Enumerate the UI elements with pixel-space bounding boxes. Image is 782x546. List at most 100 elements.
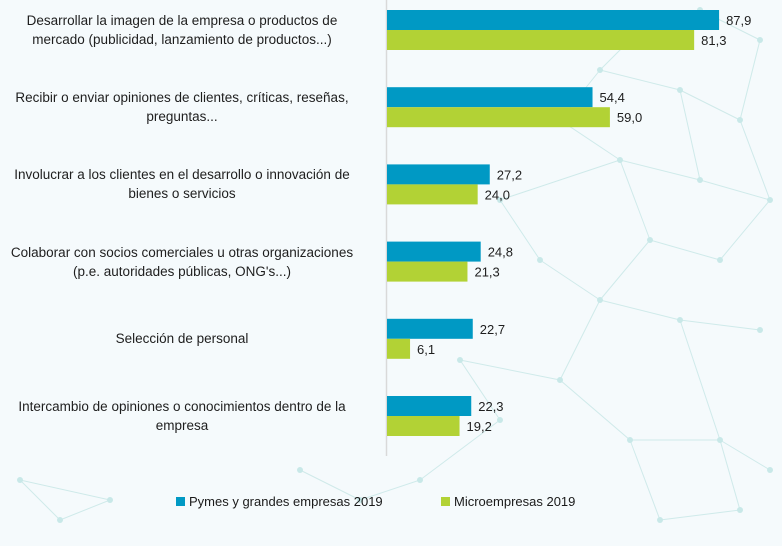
background-line (19, 479, 111, 501)
background-line (539, 259, 601, 301)
bar-pymes (387, 318, 473, 339)
bar-pymes (387, 241, 481, 262)
background-line (599, 69, 681, 91)
background-line (59, 499, 111, 521)
background-node (17, 477, 23, 483)
legend-swatch-pymes (176, 497, 185, 506)
background-node (677, 317, 683, 323)
background-node (757, 37, 763, 43)
background-line (679, 319, 721, 441)
background-line (649, 239, 721, 261)
category-label-line: Selección de personal (115, 331, 249, 347)
category-label-line: Intercambio de opiniones o conocimientos… (18, 399, 346, 414)
category-label-line: Colaborar con socios comerciales u otras… (10, 244, 354, 260)
background-line (599, 299, 681, 321)
category-label-line: mercado (publicidad, lanzamiento de prod… (32, 32, 332, 47)
background-line (459, 359, 501, 421)
background-line (299, 469, 361, 501)
background-node (497, 417, 503, 423)
background-node (697, 177, 703, 183)
category-label-line: Recibir o enviar opiniones de clientes, … (15, 90, 349, 106)
background-node (297, 467, 303, 473)
bar-microempresas (387, 261, 468, 282)
category-label-line: Involucrar a los clientes en el desarrol… (14, 167, 350, 183)
legend-item-micro: Microempresas 2019 (441, 494, 575, 509)
category-label: Involucrar a los clientes en el desarrol… (0, 165, 372, 203)
bar-microempresas (387, 338, 411, 359)
background-line (679, 89, 701, 181)
data-label-microempresas: 6,1 (417, 342, 435, 357)
bar-pymes (387, 87, 593, 108)
data-label-microempresas: 19,2 (467, 419, 492, 434)
data-label-pymes: 24,8 (488, 245, 513, 260)
category-label: Desarrollar la imagen de la empresa o pr… (0, 11, 372, 49)
background-node (57, 517, 63, 523)
background-line (679, 319, 761, 331)
background-node (767, 197, 773, 203)
background-line (619, 159, 701, 181)
bar-microempresas (387, 416, 460, 436)
legend: Pymes y grandes empresas 2019 Microempre… (0, 494, 782, 514)
background-node (557, 377, 563, 383)
legend-item-pymes: Pymes y grandes empresas 2019 (176, 494, 383, 509)
background-node (657, 517, 663, 523)
bar-pymes (387, 10, 720, 30)
data-label-pymes: 22,3 (478, 399, 503, 414)
background-line (499, 199, 541, 261)
category-label: Selección de personal (0, 329, 372, 348)
background-node (537, 257, 543, 263)
background-node (617, 157, 623, 163)
bar-microempresas (387, 184, 478, 205)
background-node (597, 67, 603, 73)
data-label-pymes: 27,2 (497, 167, 522, 182)
background-node (597, 297, 603, 303)
category-label-line: bienes o servicios (128, 186, 236, 202)
legend-swatch-micro (441, 497, 450, 506)
background-node (647, 237, 653, 243)
background-line (719, 199, 771, 261)
data-label-pymes: 22,7 (480, 322, 505, 337)
category-label-line: empresa (155, 418, 209, 433)
background-line (679, 89, 741, 121)
background-node (497, 197, 503, 203)
background-node (717, 257, 723, 263)
background-line (719, 439, 741, 511)
background-line (699, 179, 771, 201)
background-node (717, 437, 723, 443)
category-label: Colaborar con socios comerciales u otras… (0, 243, 372, 281)
background-line (459, 359, 561, 381)
background-line (559, 299, 601, 381)
category-label-line: (p.e. autoridades públicas, ONG's...) (73, 263, 291, 279)
data-label-pymes: 54,4 (600, 90, 625, 105)
background-line (559, 379, 631, 441)
background-node (737, 507, 743, 513)
background-node (767, 467, 773, 473)
bar-microempresas (387, 30, 695, 50)
background-line (719, 439, 771, 471)
category-label: Intercambio de opiniones o conocimientos… (0, 397, 372, 435)
background-node (627, 437, 633, 443)
background-line (659, 509, 741, 521)
background-node (737, 117, 743, 123)
data-label-microempresas: 81,3 (701, 33, 726, 48)
legend-label-micro: Microempresas 2019 (454, 494, 576, 509)
background-node (107, 497, 113, 503)
background-line (359, 479, 421, 501)
data-label-microempresas: 59,0 (617, 110, 642, 125)
background-line (19, 479, 61, 521)
legend-label-pymes: Pymes y grandes empresas 2019 (189, 494, 383, 509)
background-node (417, 477, 423, 483)
bar-pymes (387, 396, 472, 416)
bar-pymes (387, 164, 490, 185)
background-line (629, 439, 661, 521)
category-label: Recibir o enviar opiniones de clientes, … (0, 88, 372, 126)
data-label-microempresas: 21,3 (474, 265, 499, 280)
category-label-line: preguntas... (146, 109, 218, 125)
background-node (677, 87, 683, 93)
background-node (757, 327, 763, 333)
background-line (619, 159, 651, 241)
background-line (739, 119, 771, 201)
